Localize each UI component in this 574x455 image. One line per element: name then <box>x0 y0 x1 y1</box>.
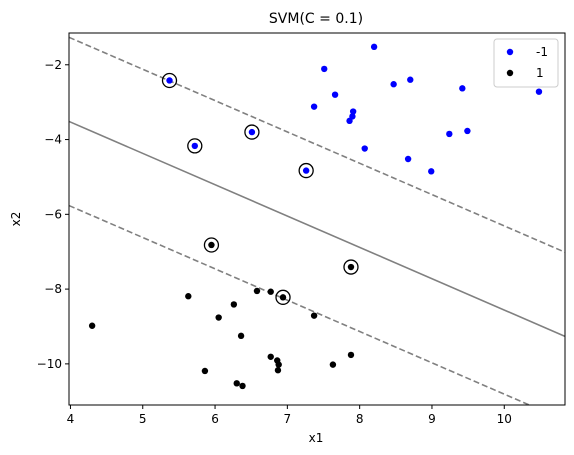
point-class-pos-19 <box>347 351 355 359</box>
point-class-pos-5 <box>237 332 245 340</box>
y-tick-label: −10 <box>37 357 62 371</box>
point-class-neg-1 <box>321 65 328 73</box>
legend-marker-pos <box>506 69 514 77</box>
point-class-pos-9 <box>310 312 318 319</box>
point-class-pos-18 <box>329 361 337 368</box>
x-tick-label: 9 <box>428 412 436 426</box>
legend: -1 1 <box>493 38 559 88</box>
x-axis-label: x1 <box>309 431 324 445</box>
point-class-neg-13 <box>446 130 453 138</box>
point-class-neg-5 <box>349 108 357 115</box>
point-class-pos-8 <box>279 294 287 301</box>
chart-title: SVM(C = 0.1) <box>269 11 363 27</box>
support-vector-ring-1 <box>187 138 203 154</box>
point-class-neg-12 <box>361 145 368 152</box>
support-vector-ring-5 <box>343 259 359 275</box>
point-class-pos-1 <box>185 293 192 300</box>
x-axis-ticks: 4 5 6 7 8 9 10 <box>67 405 512 426</box>
point-class-pos-4 <box>230 301 238 308</box>
point-class-neg-15 <box>404 155 412 163</box>
point-class-pos-14 <box>274 367 282 374</box>
x-tick-label: 4 <box>67 412 75 426</box>
point-class-pos-3 <box>215 314 222 321</box>
point-class-neg-4 <box>310 103 318 110</box>
x-tick-label: 7 <box>284 412 292 426</box>
legend-marker-neg <box>506 48 514 56</box>
x-tick-label: 6 <box>211 412 219 426</box>
point-class-pos-7 <box>267 288 274 295</box>
y-tick-label: −4 <box>44 133 62 147</box>
point-class-pos-10 <box>347 263 355 271</box>
point-class-neg-16 <box>428 168 435 175</box>
point-class-neg-2 <box>370 43 378 51</box>
legend-label-pos: 1 <box>536 66 544 80</box>
point-class-pos-0 <box>88 322 96 329</box>
y-axis-ticks: −10 −8 −6 −4 −2 <box>37 58 69 371</box>
data-points <box>88 43 543 390</box>
legend-label-neg: -1 <box>536 45 548 59</box>
y-tick-label: −6 <box>44 207 62 221</box>
point-class-pos-15 <box>201 367 209 375</box>
point-class-neg-14 <box>464 127 471 135</box>
point-class-neg-9 <box>407 76 414 83</box>
support-vector-ring-2 <box>244 124 260 140</box>
plot-frame <box>68 32 566 406</box>
point-class-neg-7 <box>346 117 353 125</box>
legend-frame <box>493 38 559 88</box>
y-tick-label: −8 <box>44 282 62 296</box>
margin-line-2 <box>69 204 532 405</box>
x-tick-label: 5 <box>139 412 147 426</box>
x-tick-label: 8 <box>356 412 364 426</box>
point-class-neg-18 <box>248 128 256 136</box>
point-class-neg-3 <box>331 91 339 98</box>
point-class-neg-0 <box>166 77 173 84</box>
point-class-pos-11 <box>267 353 274 360</box>
support-vectors <box>161 72 359 305</box>
support-vector-ring-4 <box>203 237 220 253</box>
point-class-neg-19 <box>302 167 310 174</box>
decision-boundary-line <box>69 120 565 338</box>
point-class-pos-6 <box>253 287 261 295</box>
point-class-neg-17 <box>191 142 199 150</box>
x-tick-label: 10 <box>497 412 512 426</box>
point-class-neg-8 <box>390 81 397 88</box>
point-class-pos-17 <box>239 382 246 390</box>
point-class-pos-2 <box>208 241 215 249</box>
support-vector-ring-3 <box>298 162 314 179</box>
point-class-neg-10 <box>459 85 466 92</box>
point-class-pos-13 <box>275 361 282 368</box>
margin-line-1 <box>69 36 565 253</box>
point-class-pos-16 <box>233 380 240 387</box>
boundary-lines <box>69 36 565 405</box>
y-tick-label: −2 <box>44 58 62 72</box>
support-vector-ring-6 <box>275 289 291 305</box>
y-axis-label: x2 <box>9 212 23 227</box>
support-vector-ring-0 <box>161 72 178 89</box>
point-class-neg-11 <box>535 88 543 95</box>
